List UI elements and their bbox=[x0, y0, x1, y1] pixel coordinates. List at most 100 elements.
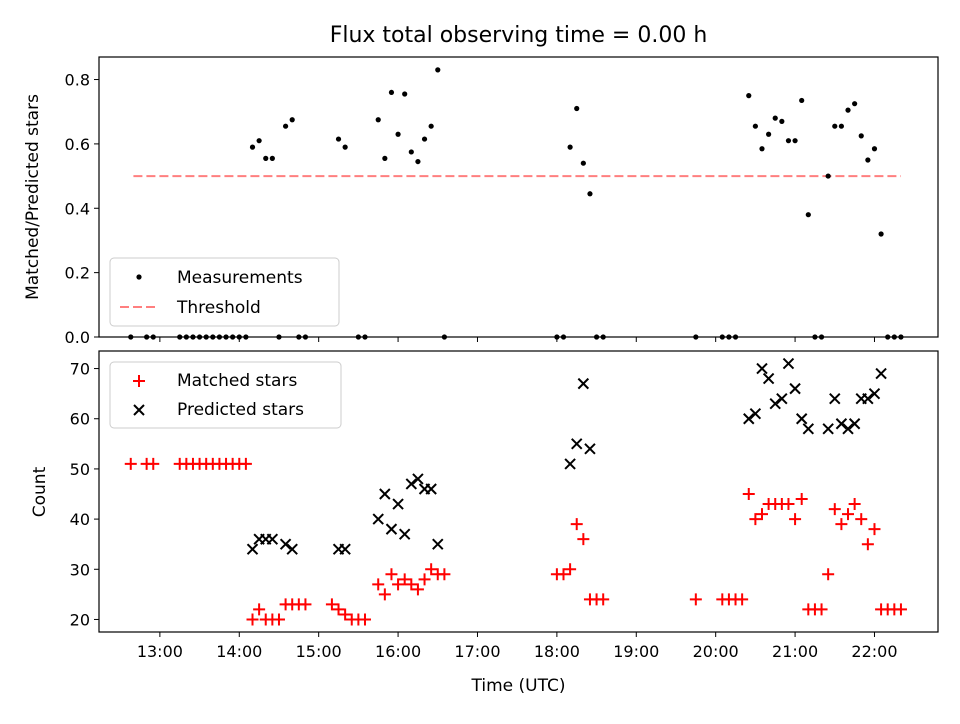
matched-star-point bbox=[570, 518, 583, 531]
predicted-star-point bbox=[802, 423, 815, 435]
matched-star-point bbox=[564, 563, 577, 576]
bottom-y-tick-label: 60 bbox=[70, 410, 90, 429]
measurement-point bbox=[779, 118, 785, 124]
bottom-y-tick-label: 40 bbox=[70, 510, 90, 529]
measurement-point bbox=[289, 117, 295, 123]
top-y-axis-label: Matched/Predicted stars bbox=[23, 94, 43, 300]
predicted-star-point bbox=[564, 458, 576, 470]
bottom-x-tick-label: 16:00 bbox=[375, 642, 421, 661]
measurement-point bbox=[805, 212, 811, 218]
bottom-x-tick-label: 15:00 bbox=[296, 642, 342, 661]
predicted-star-point bbox=[405, 478, 418, 490]
top-y-tick-label: 0.8 bbox=[65, 71, 90, 90]
matched-star-point bbox=[124, 457, 137, 470]
measurement-point bbox=[402, 91, 408, 97]
matched-stars-points bbox=[124, 457, 907, 626]
matched-star-point bbox=[855, 513, 868, 526]
bottom-x-tick-label: 20:00 bbox=[693, 642, 739, 661]
predicted-star-point bbox=[822, 423, 834, 435]
predicted-star-point bbox=[379, 488, 391, 500]
top-legend-box bbox=[109, 257, 340, 327]
matched-star-point bbox=[332, 603, 345, 616]
predicted-star-point bbox=[795, 413, 808, 425]
measurement-point bbox=[785, 138, 792, 144]
measurement-point bbox=[746, 93, 752, 99]
bottom-y-tick-label: 20 bbox=[70, 610, 90, 629]
matched-star-point bbox=[299, 598, 312, 611]
measurement-point bbox=[335, 136, 342, 142]
measurement-point bbox=[871, 146, 878, 152]
matched-star-point bbox=[418, 573, 431, 586]
predicted-stars-points bbox=[246, 357, 887, 555]
bottom-x-tick-label: 21:00 bbox=[772, 642, 818, 661]
matched-star-point bbox=[411, 583, 424, 596]
matched-star-point bbox=[842, 508, 855, 521]
predicted-star-point bbox=[776, 392, 788, 405]
predicted-star-point bbox=[782, 357, 795, 370]
chart-title: Flux total observing time = 0.00 h bbox=[330, 23, 708, 48]
measurement-point bbox=[382, 155, 388, 161]
matched-star-point bbox=[425, 563, 438, 576]
predicted-star-point bbox=[749, 408, 762, 420]
bottom-y-axis: 20 30 40 50 60 70 bbox=[70, 360, 99, 629]
measurement-point bbox=[838, 123, 844, 129]
predicted-star-point bbox=[279, 538, 292, 550]
matched-star-point bbox=[272, 613, 285, 626]
predicted-star-point bbox=[412, 473, 424, 485]
bottom-x-axis: 13:00 14:00 15:00 16:00 17:00 18:00 19:00 20:00… bbox=[137, 632, 898, 661]
predicted-star-point bbox=[789, 382, 801, 395]
predicted-star-point bbox=[425, 483, 437, 495]
measurement-point bbox=[421, 136, 428, 142]
measurement-point bbox=[865, 157, 871, 163]
bottom-x-tick-label: 19:00 bbox=[613, 642, 659, 661]
measurement-point bbox=[766, 131, 772, 137]
matched-star-point bbox=[577, 533, 590, 546]
predicted-star-point bbox=[392, 498, 404, 510]
legend-predicted-label: Predicted stars bbox=[177, 400, 304, 420]
measurement-point bbox=[878, 231, 884, 237]
matched-star-point bbox=[789, 513, 802, 526]
legend-measurements-marker bbox=[136, 274, 142, 280]
matched-star-point bbox=[339, 608, 352, 621]
bottom-x-axis-label: Time (UTC) bbox=[471, 676, 566, 696]
matched-star-point bbox=[689, 593, 702, 606]
matched-star-point bbox=[835, 518, 848, 531]
top-y-tick-label: 0.0 bbox=[65, 328, 90, 347]
predicted-star-point bbox=[829, 392, 841, 405]
measurement-point bbox=[752, 123, 758, 129]
measurement-point bbox=[845, 107, 851, 113]
bottom-x-tick-label: 18:00 bbox=[534, 642, 580, 661]
predicted-star-point bbox=[246, 543, 259, 555]
matched-star-point bbox=[392, 578, 405, 591]
measurement-point bbox=[852, 101, 858, 107]
predicted-star-point bbox=[862, 392, 874, 405]
matched-star-point bbox=[557, 568, 570, 581]
bottom-legend-box bbox=[109, 361, 342, 429]
measurement-point bbox=[580, 160, 586, 166]
predicted-star-point bbox=[848, 418, 861, 430]
bottom-x-tick-label: 14:00 bbox=[216, 642, 262, 661]
measurement-point bbox=[799, 97, 805, 104]
matched-star-point bbox=[253, 603, 266, 616]
predicted-star-point bbox=[571, 438, 583, 450]
matched-star-point bbox=[378, 588, 391, 601]
matched-star-point bbox=[358, 613, 371, 626]
measurement-point bbox=[256, 138, 262, 144]
measurement-point bbox=[792, 138, 798, 144]
legend-matched-label: Matched stars bbox=[177, 371, 297, 391]
predicted-star-point bbox=[266, 533, 279, 545]
bottom-y-axis-label: Count bbox=[30, 466, 50, 517]
measurement-point bbox=[832, 123, 838, 129]
bottom-y-tick-label: 30 bbox=[70, 560, 90, 579]
predicted-star-point bbox=[835, 418, 848, 430]
matched-star-point bbox=[782, 498, 795, 511]
predicted-star-point bbox=[286, 543, 298, 555]
matched-star-point bbox=[861, 538, 874, 551]
predicted-star-point bbox=[842, 423, 854, 435]
matched-star-point bbox=[749, 513, 762, 526]
top-y-tick-label: 0.6 bbox=[65, 135, 90, 154]
measurement-point bbox=[388, 89, 395, 96]
measurement-point bbox=[574, 105, 580, 112]
matched-star-point bbox=[822, 568, 835, 581]
legend-measurements-label: Measurements bbox=[177, 268, 303, 288]
